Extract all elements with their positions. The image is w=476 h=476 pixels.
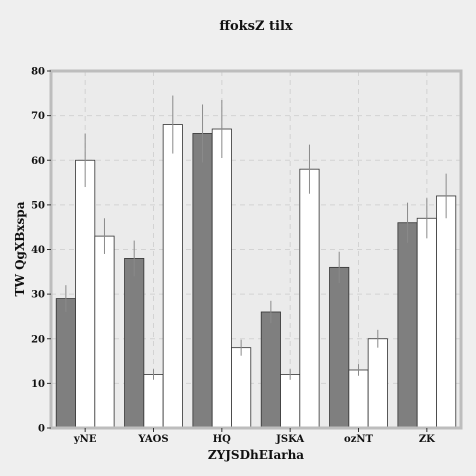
x-tick-label: yNE bbox=[73, 434, 97, 445]
y-axis-label: TW QgXBxspa bbox=[13, 201, 27, 296]
x-tick-label: JSKA bbox=[275, 434, 304, 445]
bar bbox=[436, 195, 457, 429]
x-tick-label: ZK bbox=[419, 434, 435, 445]
y-axis: 0 10 20 30 40 50 60 70 80 bbox=[31, 67, 51, 435]
y-tick-label: 60 bbox=[31, 156, 45, 167]
x-axis-label: ZYJSDhEIarha bbox=[208, 448, 304, 462]
y-tick-label: 20 bbox=[31, 334, 45, 345]
bar bbox=[162, 124, 183, 429]
bar bbox=[94, 235, 115, 429]
x-tick-label: YAOS bbox=[137, 434, 168, 445]
y-tick-label: 10 bbox=[31, 379, 45, 390]
bar bbox=[211, 128, 232, 429]
y-tick-label: 30 bbox=[31, 290, 45, 301]
bar bbox=[329, 266, 350, 429]
chart-title: ffoksZ tilx bbox=[219, 19, 293, 34]
bar bbox=[367, 338, 388, 429]
bar bbox=[280, 374, 301, 429]
bar bbox=[231, 347, 252, 429]
bar bbox=[143, 374, 164, 429]
bar bbox=[260, 311, 281, 429]
bar bbox=[397, 222, 418, 429]
x-axis: yNE YAOS HQ JSKA ozNT ZK bbox=[73, 428, 435, 445]
bar bbox=[124, 258, 145, 429]
x-tick-label: ozNT bbox=[344, 434, 373, 445]
y-tick-label: 0 bbox=[38, 424, 45, 435]
y-tick-label: 40 bbox=[31, 245, 45, 256]
bar bbox=[75, 159, 96, 429]
y-tick-label: 80 bbox=[31, 67, 45, 78]
error-bars bbox=[65, 95, 447, 380]
bar bbox=[416, 217, 437, 429]
plot-area bbox=[51, 71, 461, 428]
x-tick-label: HQ bbox=[213, 434, 231, 445]
bar bbox=[348, 369, 369, 429]
y-tick-label: 70 bbox=[31, 111, 45, 122]
y-tick-label: 50 bbox=[31, 200, 45, 211]
bar bbox=[55, 298, 76, 429]
bar bbox=[192, 133, 213, 429]
bar bbox=[299, 168, 320, 429]
